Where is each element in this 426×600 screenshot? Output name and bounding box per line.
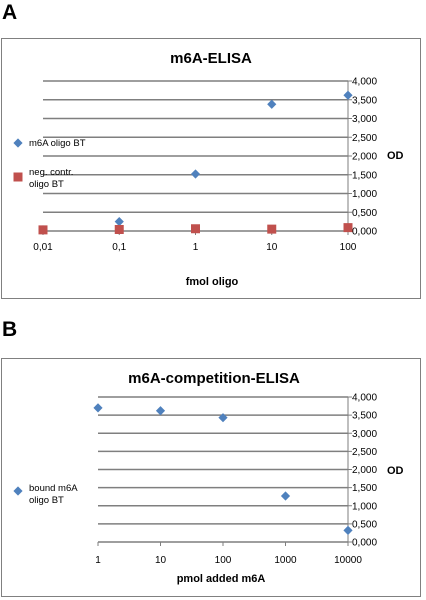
y-axis-title: OD: [387, 150, 404, 162]
data-point: [267, 224, 277, 234]
x-axis-title: pmol added m6A: [177, 573, 266, 585]
panel-letter-a: A: [2, 1, 17, 24]
panel-letter-b: B: [2, 318, 17, 341]
y-tick-label: 0,000: [352, 227, 377, 238]
x-tick-label: 10: [266, 242, 278, 253]
y-tick-label: 2,500: [352, 133, 377, 144]
x-tick-label: 100: [340, 242, 357, 253]
chart-frame: [1, 38, 421, 299]
data-point: [93, 403, 103, 413]
y-tick-label: 3,500: [352, 95, 377, 106]
chart-title: m6A-competition-ELISA: [128, 370, 300, 387]
y-tick-label: 3,000: [352, 429, 377, 440]
y-tick-label: 0,500: [352, 208, 377, 219]
x-tick-label: 1: [95, 555, 101, 566]
data-point: [155, 406, 166, 416]
legend-marker: [13, 172, 23, 182]
y-tick-label: 1,000: [352, 189, 377, 200]
y-tick-label: 2,000: [352, 152, 377, 163]
data-point: [267, 99, 277, 109]
y-tick-label: 1,000: [352, 501, 377, 512]
legend-marker: [13, 138, 23, 148]
chart-frame: [1, 358, 421, 597]
x-tick-label: 10000: [334, 555, 362, 566]
chart-title: m6A-ELISA: [170, 50, 252, 67]
y-tick-label: 3,500: [352, 411, 377, 422]
legend-label: bound m6A oligo BT: [29, 483, 78, 506]
y-tick-label: 2,000: [352, 465, 377, 476]
plot-area: 0,000 0,500 1,000 1,500 2,000 2,500 3,000 3,500…: [33, 77, 377, 254]
data-point: [280, 491, 291, 501]
data-point: [218, 413, 228, 423]
x-tick-label: 100: [215, 555, 232, 566]
y-tick-label: 0,500: [352, 519, 377, 530]
y-tick-label: 2,500: [352, 447, 377, 458]
x-tick-label: 0,1: [112, 242, 126, 253]
y-tick-label: 3,000: [352, 114, 377, 125]
chart-m6a-competition-elisa: m6A-competition-ELISA 0,000 0,500 1,000 1,5…: [1, 358, 421, 597]
y-tick-label: 4,000: [352, 393, 377, 404]
data-point: [343, 525, 353, 535]
legend-label: neg. contr. oligo BT: [29, 167, 73, 190]
legend: m6A oligo BT neg. contr. oligo BT: [13, 138, 86, 190]
chart-m6a-elisa: m6A-ELISA 0,000 0,500 1,000 1,500 2,000 2,500…: [1, 38, 421, 299]
data-point: [343, 90, 353, 100]
y-tick-label: 0,000: [352, 538, 377, 549]
legend-label: m6A oligo BT: [29, 138, 86, 149]
data-point: [114, 225, 124, 234]
data-point: [114, 217, 124, 227]
x-tick-label: 0,01: [33, 242, 53, 253]
plot-area: 0,000 0,500 1,000 1,500 2,000 2,500 3,000 3,500…: [93, 393, 377, 566]
y-tick-label: 4,000: [352, 77, 377, 88]
legend-marker: [13, 486, 23, 496]
x-tick-label: 1000: [274, 555, 297, 566]
y-tick-label: 1,500: [352, 483, 377, 494]
x-tick-label: 10: [155, 555, 167, 566]
data-point: [191, 224, 200, 234]
x-tick-label: 1: [193, 242, 199, 253]
y-axis-title: OD: [387, 465, 404, 477]
legend: bound m6A oligo BT: [13, 483, 78, 506]
data-point: [190, 169, 201, 179]
data-point: [343, 223, 353, 233]
x-axis-title: fmol oligo: [186, 276, 239, 288]
y-tick-label: 1,500: [352, 170, 377, 181]
data-point: [38, 225, 48, 235]
